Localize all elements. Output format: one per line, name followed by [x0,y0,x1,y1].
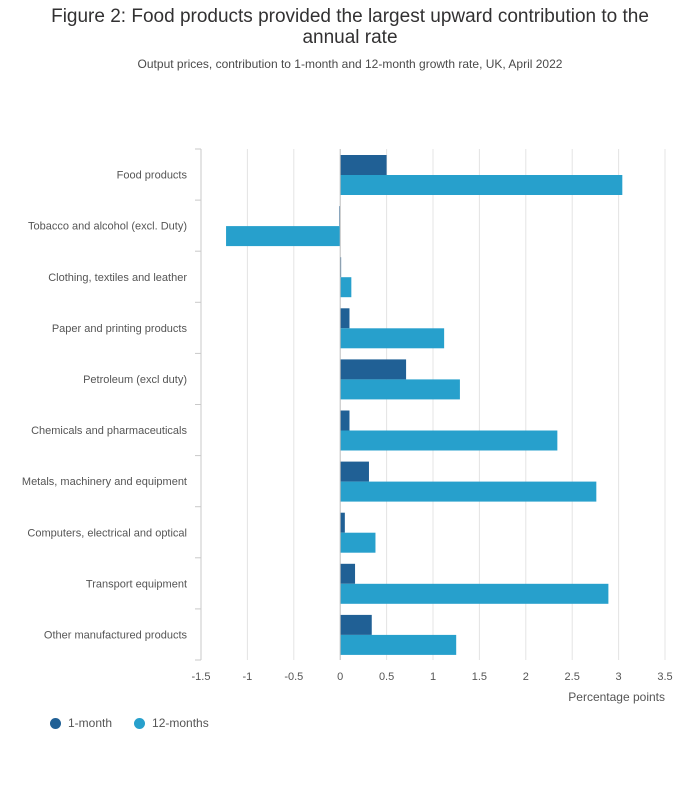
bar-12-months [340,583,609,604]
x-tick-label: -0.5 [284,671,303,683]
category-label: Transport equipment [86,578,187,590]
bar-12-months [340,277,352,298]
category-label: Paper and printing products [52,323,188,335]
bar-1-month [340,614,372,635]
bar-12-months [340,379,460,400]
bar-12-months [340,175,623,195]
legend: 1-month 12-months [50,716,209,730]
bar-1-month [340,359,407,380]
x-tick-label: 0.5 [379,671,394,683]
bar-1-month [340,155,387,175]
bar-1-month [340,410,350,431]
bar-12-months [340,430,558,451]
bar-12-months [340,328,445,349]
bar-1-month [340,461,369,482]
category-label: Chemicals and pharmaceuticals [31,425,187,437]
x-tick-label: 1 [430,671,436,683]
x-tick-label: 3.5 [657,671,672,683]
bar-1-month [340,512,345,533]
x-tick-label: 2.5 [565,671,580,683]
legend-swatch-1-month [50,717,61,729]
x-tick-label: -1 [243,671,253,683]
legend-item-12-months[interactable]: 12-months [134,716,209,730]
bar-12-months [340,481,597,502]
bar-12-months [226,226,341,247]
legend-label-12-months: 12-months [152,716,209,730]
bar-12-months [340,634,457,655]
legend-item-1-month[interactable]: 1-month [50,716,112,730]
category-label: Tobacco and alcohol (excl. Duty) [28,221,187,233]
category-label: Other manufactured products [44,629,188,641]
category-label: Food products [117,170,188,182]
x-tick-label: 1.5 [472,671,487,683]
x-tick-label: 0 [337,671,343,683]
legend-label-1-month: 1-month [68,716,113,730]
bar-1-month [340,308,350,329]
category-label: Clothing, textiles and leather [48,272,187,284]
x-tick-label: -1.5 [192,671,211,683]
legend-swatch-12-months [134,717,146,729]
category-label: Metals, machinery and equipment [22,476,187,488]
x-tick-label: 3 [616,671,622,683]
category-label: Petroleum (excl duty) [83,374,187,386]
bar-1-month [340,563,356,584]
x-tick-label: 2 [523,671,529,683]
chart-subtitle: Output prices, contribution to 1-month a… [137,57,563,71]
bar-12-months [340,532,376,553]
chart-title: Figure 2: Food products provided the lar… [51,6,649,48]
category-label: Computers, electrical and optical [27,527,187,539]
x-axis-title: Percentage points [568,690,665,704]
